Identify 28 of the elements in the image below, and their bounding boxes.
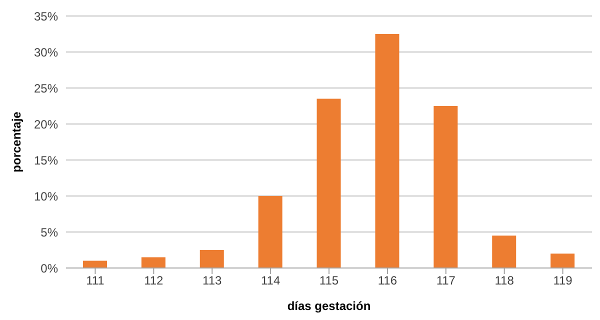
bar (83, 260, 107, 268)
y-tick-label: 25% (34, 81, 58, 96)
bar (550, 254, 575, 268)
y-tick-label: 0% (40, 261, 58, 276)
y-axis-title: porcentaje (9, 111, 24, 172)
bar (141, 257, 166, 268)
x-tick-label: 112 (144, 274, 164, 288)
y-tick-label: 5% (40, 225, 58, 240)
bar (492, 236, 516, 268)
bar (375, 34, 400, 268)
x-tick-label: 117 (436, 274, 456, 288)
bar (258, 196, 282, 268)
x-tick-label: 115 (319, 274, 339, 288)
bar (316, 98, 341, 268)
x-tick-label: 114 (260, 274, 280, 288)
x-tick-label: 111 (86, 274, 105, 288)
bar (200, 250, 224, 268)
y-tick-label: 20% (34, 117, 58, 132)
x-axis-title: días gestación (287, 299, 371, 313)
y-tick-label: 35% (34, 9, 58, 24)
x-tick-label: 113 (202, 274, 222, 288)
y-tick-label: 30% (34, 45, 58, 60)
x-tick-label: 118 (494, 274, 514, 288)
x-tick-label: 116 (378, 274, 398, 288)
y-tick-label: 15% (34, 153, 58, 168)
x-tick-label: 119 (553, 274, 573, 288)
bar (434, 106, 458, 268)
y-tick-label: 10% (34, 189, 58, 204)
